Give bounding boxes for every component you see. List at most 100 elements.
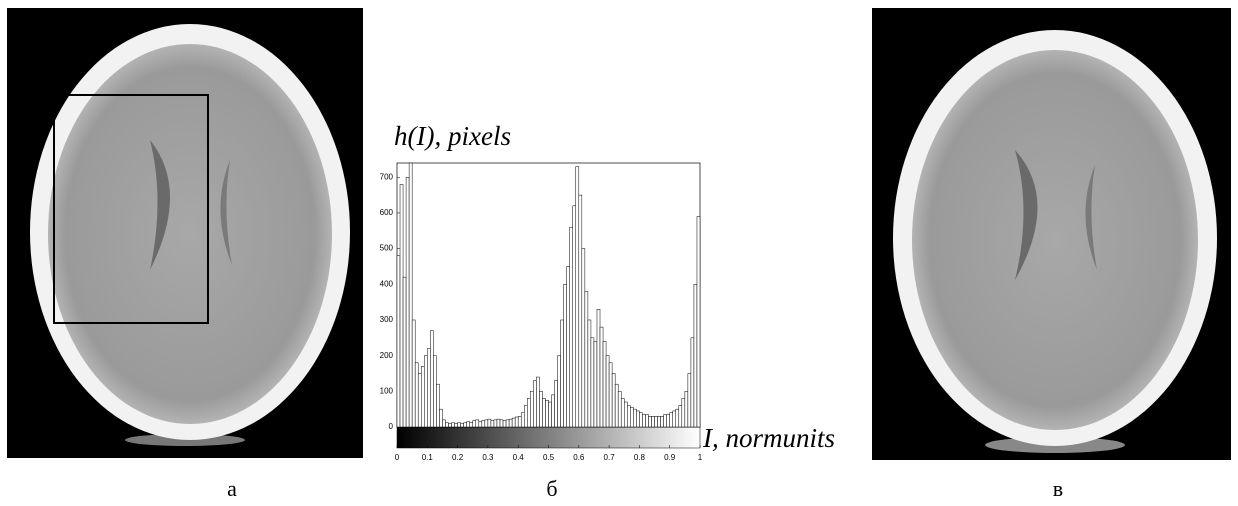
bar (563, 284, 567, 428)
y-tick-label: 300 (380, 315, 394, 324)
bar (551, 394, 555, 428)
bar (402, 276, 407, 428)
bar (448, 423, 452, 428)
bar (420, 366, 425, 428)
bar (493, 419, 498, 428)
bar (560, 319, 564, 428)
bar (678, 405, 683, 428)
colorbar (396, 426, 701, 449)
bar (472, 420, 477, 428)
bar (396, 255, 401, 428)
bar (608, 362, 613, 428)
bar (530, 391, 534, 428)
bar (481, 420, 486, 428)
bar (666, 414, 670, 428)
bar (527, 398, 531, 428)
bar (648, 416, 652, 428)
bar (517, 416, 522, 428)
bar (460, 423, 464, 428)
bar (690, 337, 695, 428)
x-tick-label: 0 (395, 453, 400, 462)
bar (466, 421, 470, 428)
bar (554, 380, 558, 428)
bar (602, 341, 607, 428)
bar (433, 355, 437, 428)
bar (408, 162, 413, 428)
bar (545, 399, 549, 428)
bar (496, 418, 501, 428)
x-tick-label: 0.4 (513, 453, 525, 462)
x-tick-label: 0.1 (422, 453, 434, 462)
bar (569, 226, 573, 428)
bar (454, 423, 458, 428)
bar (524, 405, 528, 428)
ct-image-a (7, 8, 363, 458)
bar (411, 319, 416, 428)
x-tick-label: 0.9 (664, 453, 676, 462)
bar (684, 391, 689, 428)
bar (542, 398, 546, 428)
bar (681, 398, 686, 428)
bar (642, 414, 646, 428)
bar (566, 266, 570, 428)
caption: б (546, 476, 557, 501)
bar (451, 422, 455, 428)
bar (657, 416, 661, 428)
bar (417, 373, 422, 428)
bar (490, 420, 495, 428)
bar (687, 373, 692, 428)
bar (675, 408, 680, 428)
bar (511, 417, 516, 428)
bar (405, 177, 410, 428)
bar (630, 407, 634, 428)
bar (445, 422, 449, 428)
x-tick-label: 0.8 (634, 453, 646, 462)
bar (484, 419, 489, 428)
bar (578, 194, 583, 428)
bar (499, 419, 504, 428)
bar (463, 422, 467, 428)
bar (654, 416, 658, 428)
bar (436, 383, 440, 428)
bar (514, 416, 519, 428)
bar (672, 410, 677, 428)
bar (502, 420, 507, 428)
bar (633, 408, 637, 428)
x-tick-label: 0.6 (573, 453, 585, 462)
bar (414, 362, 419, 428)
x-tick-label: 0.7 (604, 453, 616, 462)
caption: в (1053, 476, 1063, 501)
y-tick-label: 0 (389, 422, 394, 431)
bar (584, 291, 589, 428)
y-tick-label: 200 (380, 351, 394, 360)
bar (533, 380, 537, 428)
bar (427, 348, 431, 428)
bar (693, 284, 698, 428)
bar (469, 422, 474, 428)
bar (639, 412, 643, 428)
bar (442, 419, 446, 428)
bar (624, 401, 628, 428)
y-tick-label: 600 (380, 208, 394, 217)
bar (614, 383, 619, 428)
bar (645, 414, 649, 428)
caption: а (227, 476, 237, 501)
bar (539, 391, 543, 428)
bar (636, 410, 640, 428)
bar (575, 166, 580, 428)
x-tick-label: 0.5 (543, 453, 555, 462)
bar (557, 355, 561, 428)
bar (505, 419, 510, 428)
bar (587, 319, 592, 428)
bar (439, 408, 443, 428)
y-tick-label: 700 (380, 172, 394, 181)
bar (696, 216, 701, 428)
bar (620, 398, 625, 428)
y-axis-label: h(I), pixels (394, 121, 511, 151)
bar (593, 341, 598, 428)
bar (611, 373, 616, 428)
bar (430, 330, 434, 428)
x-tick-label: 0.3 (482, 453, 494, 462)
bar (596, 309, 601, 428)
